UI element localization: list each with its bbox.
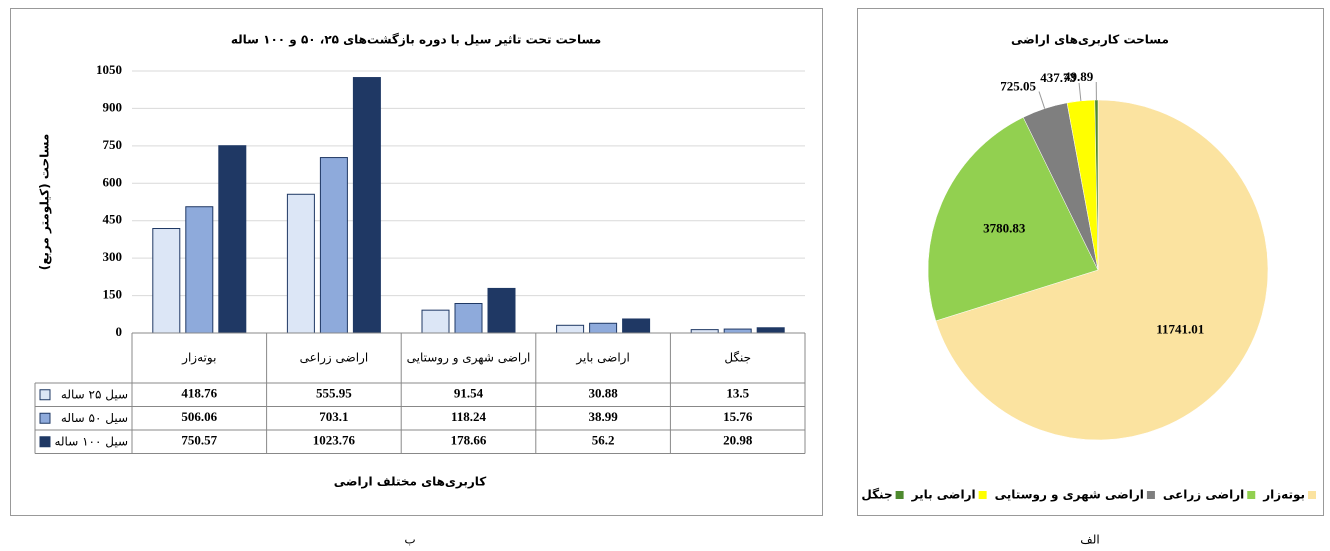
legend-swatch — [1146, 491, 1155, 499]
legend-swatch — [39, 436, 51, 448]
legend-label: سیل ۲۵ ساله — [61, 387, 128, 401]
legend-swatch — [1308, 491, 1316, 499]
data-label: 725.05 — [1000, 78, 1036, 93]
y-tick-label: 900 — [103, 99, 123, 114]
pie-slice — [927, 116, 1099, 322]
bar — [286, 193, 315, 334]
legend-label: سیل ۱۰۰ ساله — [54, 434, 128, 448]
legend-swatch — [39, 389, 51, 401]
data-label: 437.73 — [1040, 70, 1076, 85]
legend-swatch — [1247, 491, 1256, 499]
table-value: 178.66 — [451, 433, 487, 448]
legend-swatch — [978, 491, 987, 499]
bar — [487, 287, 516, 334]
leader-line — [1038, 91, 1046, 109]
panel-label: ب — [404, 533, 415, 547]
table-value: 91.54 — [454, 386, 484, 401]
pie-title: مساحت کاربری‌های اراضی — [1011, 33, 1169, 47]
bar — [352, 77, 381, 334]
y-tick-label: 750 — [103, 137, 123, 152]
table-value: 506.06 — [181, 409, 217, 424]
bar — [152, 228, 181, 334]
leader-line — [1078, 82, 1082, 101]
table-value: 750.57 — [181, 433, 217, 448]
pie-slice — [935, 99, 1269, 441]
legend-label: اراضی بایر — [911, 488, 976, 502]
data-label: 3780.83 — [983, 221, 1026, 236]
bar — [589, 322, 618, 334]
legend-label: سیل ۵۰ ساله — [61, 411, 128, 425]
bar-title: مساحت تحت تاثیر سیل با دوره بازگشت‌های ۲… — [231, 33, 601, 48]
legend-swatch — [39, 412, 51, 424]
y-tick-label: 1050 — [96, 62, 122, 77]
category-label: اراضی شهری و روستایی — [407, 351, 531, 366]
category-label: اراضی بایر — [575, 351, 629, 366]
x-axis-label: کاربری‌های مختلف اراضی — [334, 475, 487, 489]
y-tick-label: 150 — [103, 287, 123, 302]
legend-label: اراضی شهری و روستایی — [995, 488, 1144, 503]
table-value: 1023.76 — [313, 433, 356, 448]
bar — [556, 324, 585, 334]
table-value: 555.95 — [316, 386, 352, 401]
bar — [218, 145, 247, 334]
legend-label: جنگل — [861, 488, 892, 502]
category-label: جنگل — [724, 351, 751, 365]
category-label: بوته‌زار — [181, 351, 216, 366]
table-value: 56.2 — [592, 433, 615, 448]
table-value: 15.76 — [723, 409, 753, 424]
bar — [319, 157, 348, 334]
bar — [185, 206, 214, 334]
y-tick-label: 600 — [103, 174, 123, 189]
legend-label: بوته‌زار — [1262, 488, 1305, 503]
table-value: 703.1 — [319, 409, 348, 424]
bar — [622, 318, 651, 334]
legend-swatch — [895, 491, 904, 499]
bar — [690, 329, 719, 334]
category-label: اراضی زراعی — [300, 351, 369, 366]
bar — [454, 302, 483, 334]
table-value: 13.5 — [726, 386, 749, 401]
legend-label: اراضی زراعی — [1163, 488, 1244, 502]
y-axis-label: مساحت (کیلومتر مربع) — [38, 134, 53, 271]
table-value: 118.24 — [451, 409, 487, 424]
y-tick-label: 450 — [103, 212, 123, 227]
table-value: 418.76 — [181, 386, 217, 401]
y-tick-label: 0 — [116, 324, 123, 339]
bar — [723, 328, 752, 334]
bar — [756, 327, 785, 334]
data-label: 11741.01 — [1156, 321, 1204, 336]
data-label: 49.89 — [1064, 69, 1094, 84]
table-value: 20.98 — [723, 433, 753, 448]
pie-slice — [1094, 99, 1099, 271]
y-tick-label: 300 — [103, 249, 123, 264]
panel-label: الف — [1080, 533, 1099, 547]
table-value: 30.88 — [588, 386, 618, 401]
bar — [421, 309, 450, 334]
bar-panel — [10, 8, 823, 516]
table-value: 38.99 — [588, 409, 618, 424]
